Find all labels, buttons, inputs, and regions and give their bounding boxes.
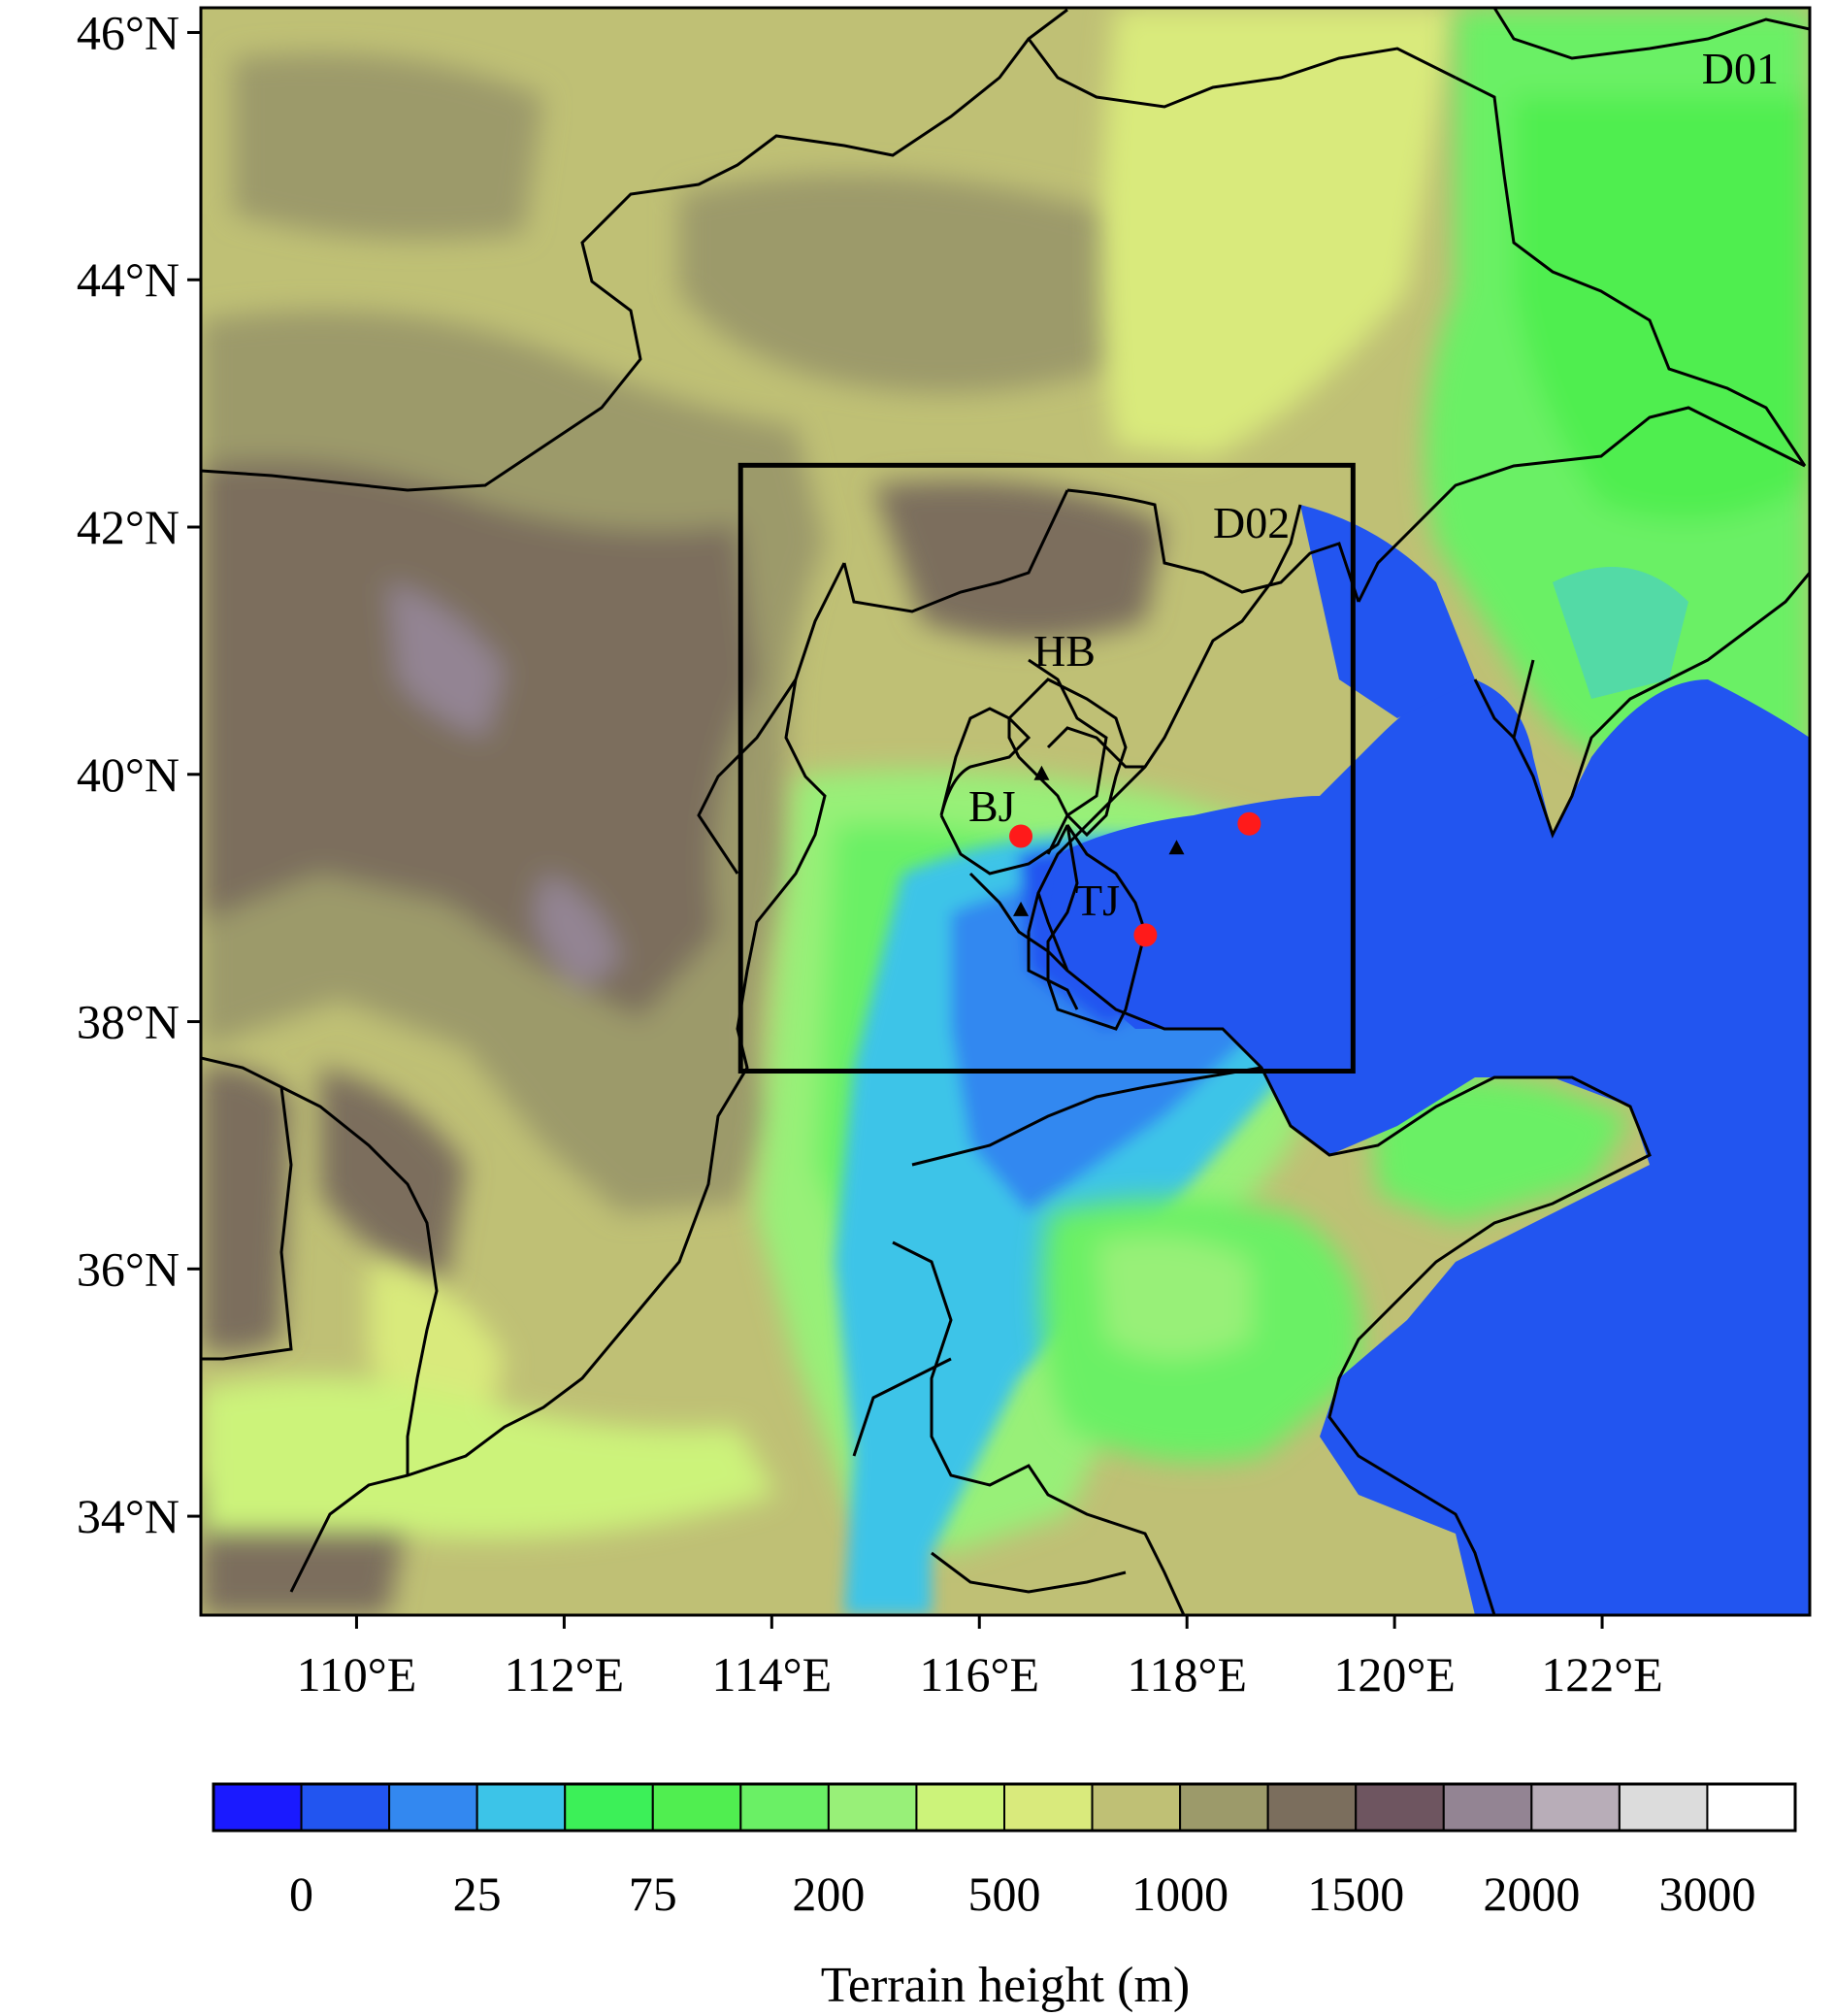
terrain-colorbar bbox=[212, 1782, 1797, 1833]
colorbar-swatch bbox=[388, 1783, 478, 1832]
station-red-circle bbox=[1009, 824, 1033, 848]
region-label-hebei: HB bbox=[1033, 626, 1096, 676]
colorbar-swatch bbox=[1091, 1783, 1182, 1832]
region-label-beijing: BJ bbox=[968, 781, 1016, 831]
colorbar-tick-label: 1500 bbox=[1307, 1867, 1404, 1921]
lat-tick-label: 40°N bbox=[77, 747, 180, 802]
station-black-triangle bbox=[1168, 840, 1185, 855]
colorbar-swatch bbox=[1618, 1783, 1709, 1832]
colorbar-swatch bbox=[827, 1783, 918, 1832]
colorbar-swatch bbox=[1530, 1783, 1621, 1832]
colorbar-tick-label: 500 bbox=[968, 1867, 1041, 1921]
inner-domain-box bbox=[737, 462, 1356, 1074]
colorbar-swatch bbox=[915, 1783, 1006, 1832]
lat-tick-label: 44°N bbox=[77, 252, 180, 307]
lon-tick-label: 118°E bbox=[1127, 1647, 1247, 1702]
colorbar-tick-label: 0 bbox=[289, 1867, 313, 1921]
colorbar-tick-labels: 0 25 75 200 500 1000 1500 2000 3000 bbox=[289, 1867, 1755, 1921]
outer-domain-label: D01 bbox=[1702, 44, 1779, 93]
lat-tick-label: 38°N bbox=[77, 995, 180, 1049]
lon-tick-label: 114°E bbox=[711, 1647, 832, 1702]
colorbar-swatch bbox=[1179, 1783, 1269, 1832]
lon-tick-label: 116°E bbox=[919, 1647, 1039, 1702]
colorbar-tick-label: 3000 bbox=[1658, 1867, 1755, 1921]
colorbar-swatch bbox=[651, 1783, 742, 1832]
terrain-shading bbox=[201, 8, 1810, 1615]
colorbar-tick-label: 1000 bbox=[1131, 1867, 1228, 1921]
station-black-triangle bbox=[1013, 901, 1030, 916]
colorbar-frame bbox=[212, 1782, 1797, 1833]
colorbar-swatch bbox=[1706, 1783, 1797, 1832]
lat-tick-label: 42°N bbox=[77, 500, 180, 554]
colorbar-tick-label: 75 bbox=[629, 1867, 677, 1921]
colorbar-swatch bbox=[300, 1783, 391, 1832]
longitude-axis: 110°E 112°E 114°E 116°E 118°E 120°E 122°E bbox=[297, 1615, 1663, 1702]
lat-tick-label: 34°N bbox=[77, 1489, 180, 1543]
latitude-axis: 34°N 36°N 38°N 40°N 42°N 44°N 46°N bbox=[77, 5, 201, 1543]
station-red-circle bbox=[1133, 923, 1158, 947]
station-red-circle bbox=[1237, 811, 1261, 836]
lat-tick-label: 36°N bbox=[77, 1241, 180, 1296]
colorbar-swatch bbox=[1442, 1783, 1533, 1832]
colorbar-title: Terrain height (m) bbox=[821, 1958, 1190, 2013]
lon-tick-label: 110°E bbox=[297, 1647, 417, 1702]
colorbar-swatch bbox=[564, 1783, 654, 1832]
colorbar-swatch bbox=[739, 1783, 830, 1832]
colorbar-swatch bbox=[1266, 1783, 1358, 1832]
station-black-triangle bbox=[1033, 765, 1050, 780]
lon-tick-label: 112°E bbox=[505, 1647, 625, 1702]
region-label-tianjin: TJ bbox=[1075, 876, 1120, 925]
colorbar-tick-label: 25 bbox=[453, 1867, 502, 1921]
lon-tick-label: 120°E bbox=[1333, 1647, 1456, 1702]
station-markers bbox=[1009, 765, 1261, 947]
colorbar-swatch bbox=[1355, 1783, 1445, 1832]
colorbar-swatch bbox=[1003, 1783, 1094, 1832]
colorbar-swatch bbox=[213, 1783, 303, 1832]
province-boundaries bbox=[201, 8, 1810, 1615]
colorbar-tick-label: 2000 bbox=[1483, 1867, 1580, 1921]
colorbar-tick-label: 200 bbox=[792, 1867, 865, 1921]
lat-tick-label: 46°N bbox=[77, 5, 180, 59]
colorbar-swatch bbox=[475, 1783, 567, 1832]
map-frame bbox=[199, 6, 1812, 1617]
inner-domain-label: D02 bbox=[1213, 498, 1290, 547]
lon-tick-label: 122°E bbox=[1541, 1647, 1663, 1702]
